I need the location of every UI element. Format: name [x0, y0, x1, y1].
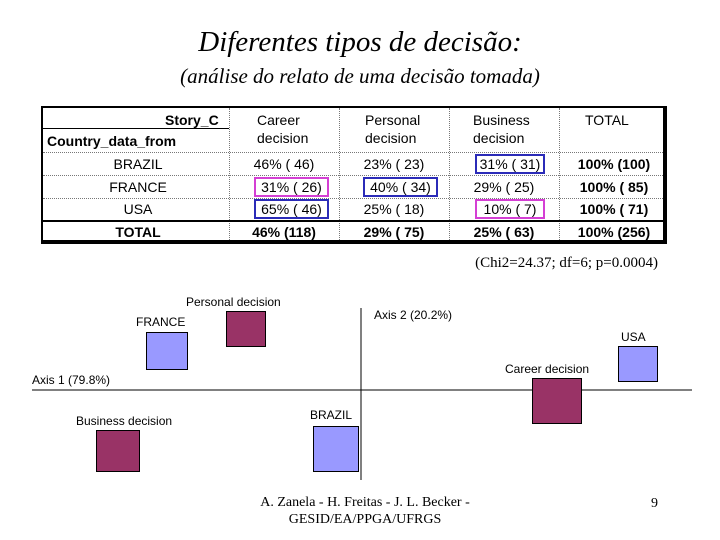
point-career-decision [532, 378, 582, 424]
cell-france-career: 31% ( 26) [254, 177, 329, 197]
footer-credits: A. Zanela - H. Freitas - J. L. Becker - … [260, 495, 470, 527]
label-brazil: BRAZIL [310, 408, 353, 422]
cell-total-business: 25% ( 63) [473, 224, 535, 240]
label-personal-decision: Personal decision [186, 295, 281, 309]
point-brazil [313, 426, 359, 472]
table-corner-bottom: Country_data_from [47, 133, 177, 149]
cell-france-business: 29% ( 25) [473, 179, 535, 195]
row-label-usa: USA [123, 201, 153, 217]
crosstab-table: Story_C Country_data_from Career decisio… [41, 106, 667, 244]
cell-brazil-career: 46% ( 46) [253, 156, 315, 172]
label-usa: USA [621, 330, 646, 344]
label-france: FRANCE [136, 315, 186, 329]
point-france [146, 332, 188, 370]
label-business-decision: Business decision [76, 414, 173, 428]
cell-usa-personal: 25% ( 18) [363, 201, 425, 217]
point-personal-decision [226, 311, 266, 347]
row-label-brazil: BRAZIL [113, 156, 163, 172]
cell-total-total: 100% (256) [577, 224, 651, 240]
correspondence-plot: Axis 1 (79.8%) Axis 2 (20.2%) Personal d… [0, 280, 720, 480]
point-usa [618, 346, 658, 382]
point-business-decision [96, 430, 140, 472]
slide-title: Diferentes tipos de decisão: [198, 26, 522, 58]
cell-france-total: 100% ( 85) [579, 179, 649, 195]
axis-2-label: Axis 2 (20.2%) [374, 308, 453, 322]
cell-brazil-personal: 23% ( 23) [363, 156, 425, 172]
row-label-total: TOTAL [115, 224, 161, 240]
label-career-decision: Career decision [505, 362, 590, 376]
column-header-personal: Personal decision [365, 112, 421, 146]
slide-subtitle: (análise do relato de uma decisão tomada… [180, 64, 540, 88]
axis-1-label: Axis 1 (79.8%) [32, 373, 111, 387]
cell-total-career: 46% (118) [252, 224, 316, 240]
chi-square-stats: (Chi2=24.37; df=6; p=0.0004) [475, 255, 658, 271]
cell-usa-business: 10% ( 7) [475, 199, 545, 219]
cell-usa-career: 65% ( 46) [254, 199, 329, 219]
column-header-career: Career decision [257, 112, 309, 146]
cell-usa-total: 100% ( 71) [579, 201, 649, 217]
plot-axes [32, 308, 692, 480]
column-header-business: Business decision [473, 112, 530, 146]
cell-france-personal: 40% ( 34) [363, 177, 438, 197]
column-header-total: TOTAL [585, 112, 629, 128]
cell-total-personal: 29% ( 75) [363, 224, 425, 240]
cell-brazil-total: 100% (100) [577, 156, 651, 172]
table-corner-top: Story_C [165, 112, 219, 128]
page-number: 9 [651, 496, 658, 511]
row-label-france: FRANCE [109, 179, 167, 195]
cell-brazil-business: 31% ( 31) [475, 154, 545, 174]
